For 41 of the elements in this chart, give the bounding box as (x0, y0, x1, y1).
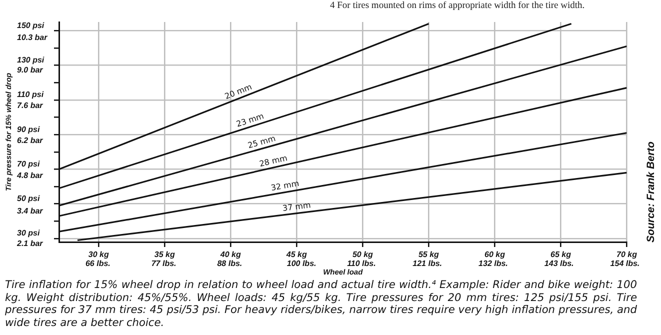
x-tick-label: 35 kg (154, 250, 175, 260)
x-tick-label: 55 kg (418, 250, 440, 260)
text: Tire inflation for 15% wheel drop in relation to wheel load and actual tire width.⁴ Example: Rider and bike weight: 100 kg. Weight distribution: 45%/55%. Wheel loads: 45 kg/55 kg. Tire pressures for 20 mm tires: 125 psi/155 psi. Tire pressures for 37 mm tires: 45 psi/53 psi. For heavy riders/bikes, narrow tires require very high inflation pressures, and wide tires are a better choice. (5, 279, 637, 330)
x2-tick-label: 132 lbs. (478, 259, 508, 268)
x2-tick-label: 66 lbs. (85, 259, 110, 268)
y2-tick-label: 2.1 bar (16, 238, 44, 248)
y-tick-label: 130 psi (17, 56, 45, 65)
x2-tick-label: 143 lbs. (544, 259, 574, 268)
x-tick-label: 40 kg (219, 250, 241, 260)
y-tick-label: 110 psi (17, 90, 44, 100)
text: 20 mm (224, 82, 254, 102)
y-tick-label: 70 psi (17, 159, 40, 168)
x2-tick-label: 77 lbs. (151, 259, 176, 268)
text: 4 For tires mounted on rims of appropriate width for the tire width. (330, 1, 585, 11)
y-tick-label: 50 psi (17, 194, 40, 204)
x2-tick-label: 110 lbs. (347, 259, 376, 268)
text: 23 mm (235, 112, 266, 129)
x-tick-label: 65 kg (550, 250, 572, 260)
y-tick-label: 90 psi (17, 124, 40, 134)
y2-tick-label: 3.4 bar (17, 206, 44, 216)
x2-tick-label: 121 lbs. (412, 259, 442, 268)
source-note: Source: Frank Berto (645, 142, 657, 242)
x2-tick-label: 88 lbs. (217, 259, 242, 268)
x-tick-label: 45 kg (285, 250, 308, 260)
y2-tick-label: 9.0 bar (17, 66, 44, 75)
text: 37 mm (282, 200, 312, 214)
y2-tick-label: 10.3 bar (17, 33, 48, 42)
x-tick-label: 60 kg (484, 250, 506, 260)
text: 28 mm (258, 153, 288, 169)
text: 32 mm (270, 178, 300, 193)
y-tick-label: 150 psi (17, 20, 45, 30)
x2-tick-label: 154 lbs. (610, 259, 640, 268)
y-tick-label: 30 psi (17, 228, 40, 238)
text: 25 mm (246, 134, 277, 150)
y2-tick-label: 6.2 bar (17, 136, 44, 145)
x-tick-label: 50 kg (352, 250, 374, 260)
y2-tick-label: 7.6 bar (17, 100, 44, 110)
x-tick-label: 70 kg (616, 250, 638, 260)
x-tick-label: 30 kg (88, 250, 109, 260)
x2-tick-label: 100 lbs. (286, 259, 316, 268)
y2-tick-label: 4.8 bar (16, 171, 44, 180)
